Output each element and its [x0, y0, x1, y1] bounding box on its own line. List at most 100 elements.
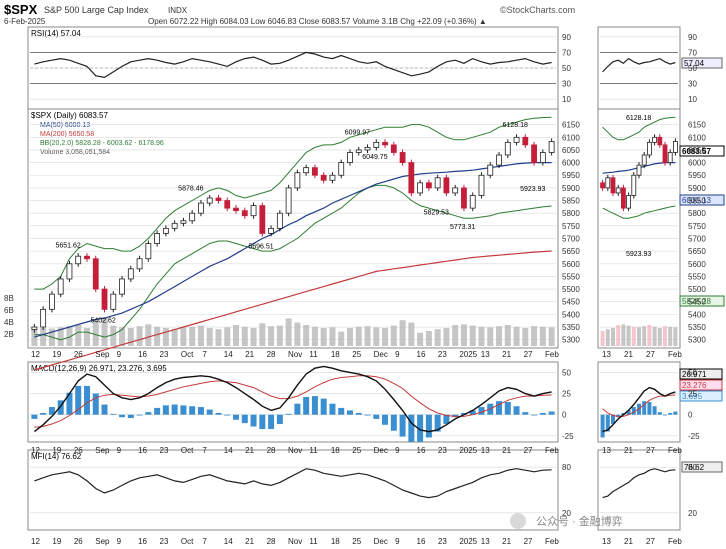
signal-tag-text: 23.276 [682, 381, 707, 390]
x-axis-label: 7 [202, 350, 207, 359]
volume-bar [259, 323, 266, 346]
candle-body [347, 152, 353, 163]
index-name: S&P 500 Large Cap Index [44, 5, 149, 15]
volume-bar [40, 328, 47, 346]
macd-histogram-bar [162, 405, 169, 415]
volume-bar [119, 327, 126, 346]
x-axis-label: 11 [309, 537, 318, 546]
x-axis-label: 19 [52, 350, 61, 359]
x-axis-label: 11 [309, 350, 318, 359]
volume-bar [346, 328, 353, 346]
volume-bar [531, 326, 538, 346]
macd-histogram-bar [294, 403, 301, 415]
candle-body [241, 210, 248, 217]
volume-bar [496, 326, 503, 346]
x-axis-label: 26 [74, 537, 83, 546]
candle-body [408, 162, 415, 194]
x-axis-label: 9 [117, 537, 122, 546]
volume-tick-label: 6B [4, 306, 14, 315]
x-axis-label: 21 [502, 446, 511, 455]
macd-histogram-bar [259, 414, 266, 430]
zoom-volume-bar [652, 326, 657, 346]
zoom-x-axis-label: Feb [668, 350, 682, 359]
x-axis-label: 16 [417, 537, 426, 546]
macd-zoom-tick-label: -25 [688, 432, 700, 441]
volume-bar [539, 326, 546, 346]
candle-body [66, 263, 73, 280]
x-axis-label: Nov [288, 537, 302, 546]
macd-histogram-bar [215, 412, 222, 415]
ma50-line [34, 162, 552, 338]
zoom-candle-body [621, 187, 626, 209]
zoom-volume-bar [631, 326, 636, 346]
zoom-macd-histogram-bar [668, 412, 673, 415]
macd-histogram-bar [268, 414, 275, 430]
zoom-x-axis-label: 27 [646, 350, 655, 359]
candle-body [162, 227, 169, 234]
zoom-bb-lower-line [602, 205, 676, 219]
price-tick-label: 5300 [562, 336, 580, 345]
volume-bar [294, 322, 301, 346]
zoom-mfi-line [602, 468, 676, 499]
price-tick-label: 6100 [562, 133, 580, 142]
volume-bar [548, 327, 555, 346]
zoom-candle-body [631, 174, 637, 196]
price-tick-label: 5800 [562, 209, 580, 218]
price-zoom-tick-label: 5750 [688, 222, 706, 231]
volume-bar [268, 326, 275, 346]
zoom-x-axis-label: 21 [624, 446, 633, 455]
candle-body [75, 255, 82, 265]
x-axis-label: 9 [395, 350, 400, 359]
volume-bar [408, 322, 415, 346]
x-axis-label: Nov [288, 350, 302, 359]
macd-histogram-bar [224, 414, 231, 416]
candle-body [110, 293, 117, 310]
mfi-tick-label: 20 [562, 509, 571, 518]
x-axis-label: 9 [395, 537, 400, 546]
x-axis-label: 18 [331, 350, 340, 359]
macd-tick-label: 0 [562, 411, 567, 420]
close-tag [679, 145, 725, 157]
price-zoom-panel [597, 108, 681, 349]
zoom-candle-body [673, 141, 678, 153]
zoom-x-axis-label: 13 [602, 537, 611, 546]
zoom-candle-body [636, 164, 642, 176]
candle-body [92, 258, 99, 290]
volume-bar [180, 327, 187, 346]
macd-histogram-bar [206, 409, 213, 415]
price-zoom-tick-label: 5550 [688, 272, 706, 281]
ma200-legend: MA(200) 5650.58 [40, 131, 94, 138]
volume-bar [101, 317, 108, 346]
macd-histogram-bar [119, 414, 126, 418]
price-annotation: 5696.51 [248, 243, 273, 250]
zoom-candle-body [667, 152, 673, 163]
volume-bar [338, 331, 345, 346]
zoom-candle-body [641, 154, 647, 166]
volume-bar [469, 325, 476, 346]
rsi-tick-label: 70 [562, 48, 571, 57]
source-credit: ©StockCharts.com [500, 5, 575, 15]
macd-histogram-bar [390, 414, 397, 431]
price-annotation: 5923.93 [520, 186, 545, 193]
candle-body [452, 187, 459, 194]
zoom-x-axis-label: 13 [602, 446, 611, 455]
signal-tag [679, 379, 723, 391]
volume-legend: Volume 3,058,051,584 [40, 149, 110, 156]
x-axis-label: 16 [138, 350, 147, 359]
zoom-macd-histogram-bar [657, 412, 662, 415]
price-legend: $SPX (Daily) 6083.57 [31, 111, 108, 120]
rsi-zoom-tick-label: 50 [688, 64, 697, 73]
volume-bar [136, 326, 143, 346]
price-zoom-tick-label: 5300 [688, 336, 706, 345]
price-annotation: 5773.31 [450, 224, 475, 231]
x-axis-label: 21 [245, 350, 254, 359]
macd-histogram-bar [539, 412, 546, 415]
price-zoom-tick-label: 5400 [688, 310, 706, 319]
candle-body [276, 212, 283, 229]
x-axis-label: 9 [395, 446, 400, 455]
candle-body [373, 141, 380, 148]
macd-histogram-bar [531, 414, 538, 416]
zoom-candle-body [647, 141, 652, 156]
volume-bar [373, 327, 380, 346]
price-annotation: 5402.62 [91, 318, 116, 325]
